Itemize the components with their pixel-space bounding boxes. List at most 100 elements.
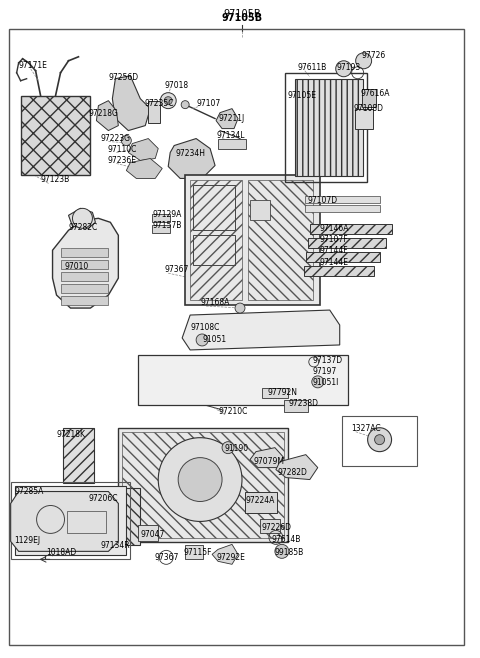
Bar xyxy=(11,482,130,559)
Circle shape xyxy=(196,334,208,346)
Text: 97726: 97726 xyxy=(361,51,386,60)
Text: 97238D: 97238D xyxy=(289,399,319,408)
Bar xyxy=(248,180,313,300)
Text: 97107D: 97107D xyxy=(308,196,338,205)
Circle shape xyxy=(312,376,324,388)
Polygon shape xyxy=(96,101,119,130)
Circle shape xyxy=(178,457,222,501)
Polygon shape xyxy=(11,492,119,551)
Text: 97211J: 97211J xyxy=(218,114,244,122)
Text: 97197: 97197 xyxy=(313,367,337,376)
Polygon shape xyxy=(212,544,238,565)
Bar xyxy=(355,109,372,128)
Text: 97224A: 97224A xyxy=(246,495,276,505)
Polygon shape xyxy=(128,139,158,161)
Text: 97367: 97367 xyxy=(154,553,179,563)
Bar xyxy=(60,248,108,257)
Text: 97105B: 97105B xyxy=(221,13,263,23)
Polygon shape xyxy=(69,209,96,228)
Bar xyxy=(304,266,373,276)
Circle shape xyxy=(164,97,172,105)
Bar xyxy=(284,400,308,412)
Text: 1327AC: 1327AC xyxy=(352,424,381,433)
Text: 97010: 97010 xyxy=(64,262,89,271)
Bar xyxy=(60,296,108,305)
Text: 97234H: 97234H xyxy=(175,149,205,157)
Bar xyxy=(21,95,90,176)
Text: 97047: 97047 xyxy=(140,530,165,540)
Bar xyxy=(250,201,270,220)
Bar xyxy=(60,260,108,269)
Text: 97115F: 97115F xyxy=(183,548,212,557)
Polygon shape xyxy=(276,455,318,480)
Bar xyxy=(342,416,418,466)
Text: 97210C: 97210C xyxy=(218,407,247,416)
Text: 97218G: 97218G xyxy=(88,109,118,118)
Circle shape xyxy=(336,61,352,77)
Text: 97218K: 97218K xyxy=(57,430,85,439)
Text: 97614B: 97614B xyxy=(272,536,301,544)
Text: 97792N: 97792N xyxy=(268,388,298,397)
Bar xyxy=(361,89,376,107)
Text: 97107: 97107 xyxy=(196,99,220,108)
Text: 97223G: 97223G xyxy=(100,134,131,143)
Circle shape xyxy=(181,101,189,109)
Text: 97105B: 97105B xyxy=(223,9,261,19)
Text: 97107F: 97107F xyxy=(320,236,348,244)
Circle shape xyxy=(160,93,176,109)
Polygon shape xyxy=(126,159,162,178)
Polygon shape xyxy=(168,139,215,178)
Text: 97226D: 97226D xyxy=(262,523,292,532)
Text: 91190: 91190 xyxy=(224,443,248,453)
Bar xyxy=(88,488,140,545)
Bar xyxy=(285,73,367,182)
Text: 97108C: 97108C xyxy=(190,323,219,332)
Bar xyxy=(185,176,320,305)
Polygon shape xyxy=(112,76,150,130)
Text: 97193: 97193 xyxy=(336,63,361,72)
Text: 97134R: 97134R xyxy=(100,542,130,550)
Polygon shape xyxy=(250,447,284,468)
Bar xyxy=(305,205,380,213)
Text: 1129EJ: 1129EJ xyxy=(15,536,41,545)
Bar xyxy=(245,492,277,513)
Circle shape xyxy=(356,53,372,68)
Text: 97285A: 97285A xyxy=(15,486,44,495)
Bar xyxy=(122,432,284,538)
Text: 97292E: 97292E xyxy=(216,553,245,563)
Bar xyxy=(306,252,380,262)
Text: 97110C: 97110C xyxy=(108,145,137,153)
Text: 97146A: 97146A xyxy=(320,224,349,234)
Text: 97129A: 97129A xyxy=(152,211,181,219)
Bar xyxy=(67,511,107,534)
Bar xyxy=(310,224,392,234)
Circle shape xyxy=(275,544,289,559)
Circle shape xyxy=(374,435,384,445)
Bar xyxy=(60,284,108,293)
Bar xyxy=(119,428,288,542)
Text: 97236E: 97236E xyxy=(108,155,136,164)
Bar xyxy=(152,215,170,222)
Text: 97611B: 97611B xyxy=(298,63,327,72)
Bar xyxy=(60,272,108,281)
Text: 97108D: 97108D xyxy=(354,104,384,113)
Bar xyxy=(148,101,160,122)
Text: 91051: 91051 xyxy=(202,335,226,344)
Text: 97256D: 97256D xyxy=(108,73,139,82)
Bar xyxy=(15,486,126,555)
Bar xyxy=(185,545,203,559)
Circle shape xyxy=(368,428,392,451)
Text: 97616A: 97616A xyxy=(360,89,390,97)
Bar xyxy=(193,186,235,230)
Text: 97144F: 97144F xyxy=(320,246,348,255)
Text: 97137D: 97137D xyxy=(313,356,343,365)
Text: 97171E: 97171E xyxy=(19,61,48,70)
Bar xyxy=(218,139,246,149)
Bar xyxy=(305,196,380,203)
Bar xyxy=(262,388,288,398)
Text: 97144E: 97144E xyxy=(320,258,349,267)
Circle shape xyxy=(235,303,245,313)
Text: 97367: 97367 xyxy=(164,265,189,274)
Text: 97168A: 97168A xyxy=(200,298,229,307)
Text: 97079M: 97079M xyxy=(254,457,285,466)
